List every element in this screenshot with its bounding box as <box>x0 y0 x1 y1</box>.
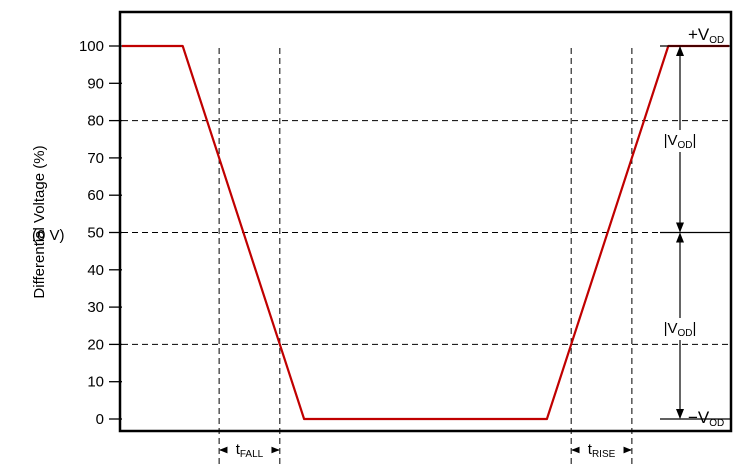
plot-frame <box>118 10 733 433</box>
zero-volt-note: (0 V) <box>32 227 65 244</box>
y-tick-label: 60 <box>87 187 104 204</box>
y-tick-label: 40 <box>87 262 104 279</box>
t-rise-label: tRISE <box>588 441 616 460</box>
t-fall-label-bg <box>227 440 272 458</box>
y-tick-label: 90 <box>87 75 104 92</box>
vod-lower-label: |VOD| <box>664 320 697 339</box>
y-tick-label: 80 <box>87 113 104 130</box>
y-tick-label: 50 <box>87 225 104 242</box>
dashed-guides <box>122 48 729 466</box>
plus-vod-label: +VOD <box>688 25 724 46</box>
t-fall-label: tFALL <box>236 441 264 460</box>
vod-upper-label: |VOD| <box>664 132 697 151</box>
y-tick-label: 100 <box>79 38 104 55</box>
annotations: +VOD −VOD |VOD| |VOD| tFALL tRISE <box>219 25 731 460</box>
y-axis-ticks: 0 10 20 30 40 50 60 70 80 90 100 <box>79 38 122 428</box>
y-tick-label: 0 <box>96 411 104 428</box>
y-tick-label: 20 <box>87 336 104 353</box>
y-tick-label: 30 <box>87 299 104 316</box>
y-tick-label: 10 <box>87 374 104 391</box>
minus-vod-label: −VOD <box>688 408 724 429</box>
y-axis-title: Differential Voltage (%) <box>31 145 48 298</box>
t-rise-label-bg <box>579 440 624 458</box>
y-tick-label: 70 <box>87 150 104 167</box>
